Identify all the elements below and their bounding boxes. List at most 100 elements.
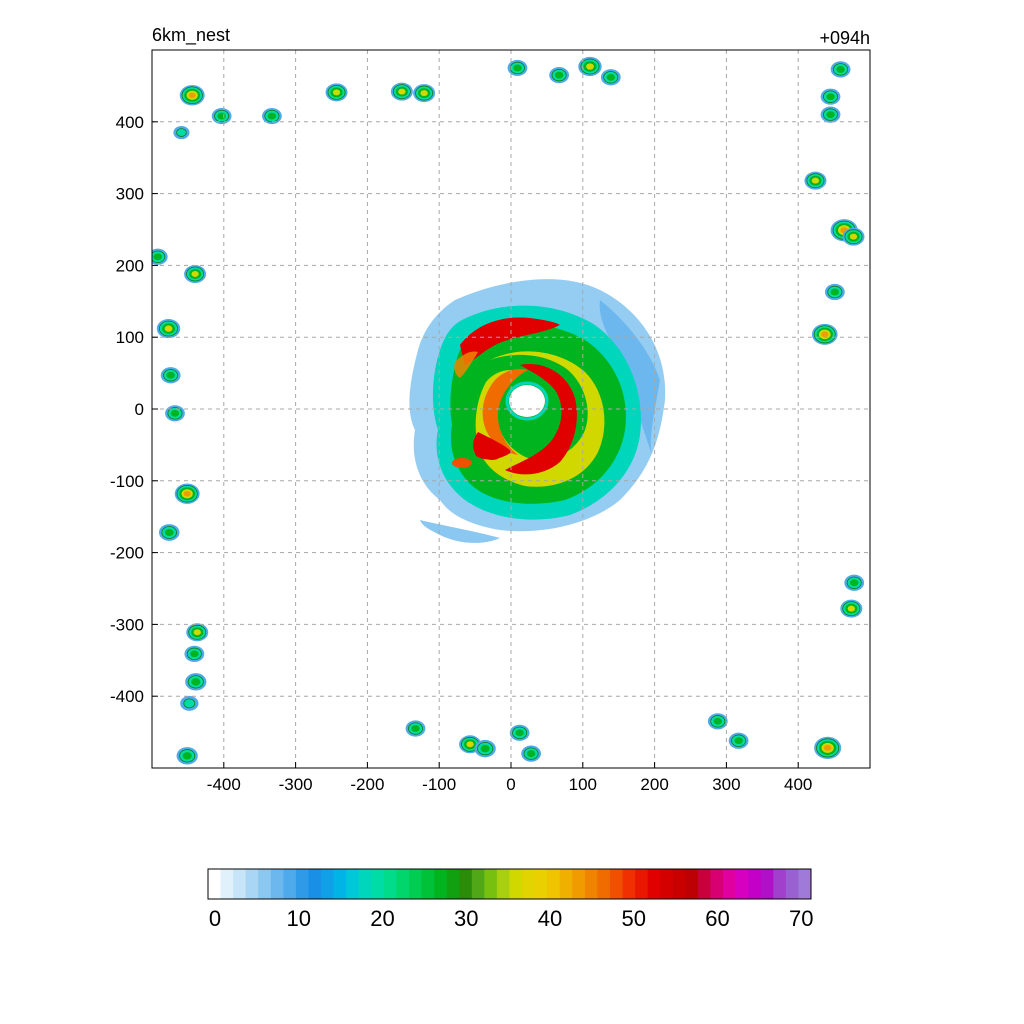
echo-cell-contour xyxy=(849,233,858,240)
echo-cell-contour xyxy=(826,93,835,101)
colorbar-swatch xyxy=(409,869,423,899)
storm-system xyxy=(409,279,666,543)
echo-cell-contour xyxy=(606,73,616,81)
colorbar-swatch xyxy=(785,869,799,899)
colorbar-swatch xyxy=(597,869,611,899)
echo-cell-contour xyxy=(849,579,859,587)
colorbar-swatch xyxy=(584,869,598,899)
colorbar-tick-label: 0 xyxy=(209,906,221,931)
echo-cell xyxy=(811,323,838,345)
colorbar-swatch xyxy=(258,869,272,899)
colorbar-swatch xyxy=(321,869,335,899)
colorbar-swatch xyxy=(760,869,774,899)
colorbar-swatch xyxy=(748,869,762,899)
echo-cell xyxy=(174,483,200,504)
echo-cell-contour xyxy=(332,89,341,96)
colorbar-swatch xyxy=(559,869,573,899)
echo-cell-contour xyxy=(183,698,196,709)
echo-cell xyxy=(158,524,180,541)
echo-cell-contour xyxy=(191,678,201,686)
echo-cell-contour xyxy=(554,71,564,79)
x-tick-label: 200 xyxy=(640,775,668,794)
echo-cell-contour xyxy=(821,331,829,338)
rainband-cell xyxy=(452,458,472,468)
colorbar-swatch xyxy=(610,869,624,899)
echo-cell-contour xyxy=(847,605,855,612)
echo-cell xyxy=(474,739,496,758)
colorbar-swatch xyxy=(471,869,485,899)
colorbar-swatch xyxy=(346,869,360,899)
rainband-north-red xyxy=(460,317,560,365)
echo-cell-contour xyxy=(823,744,832,751)
echo-cell-contour xyxy=(153,253,162,261)
echo-cell xyxy=(820,106,841,123)
colorbar-tick-label: 50 xyxy=(622,906,646,931)
echo-cell xyxy=(184,645,205,662)
colorbar-swatch xyxy=(496,869,510,899)
x-tick-label: 0 xyxy=(506,775,515,794)
colorbar-swatch xyxy=(798,869,812,899)
echo-cell xyxy=(173,125,190,140)
reflectivity-field xyxy=(152,56,865,765)
echo-cell xyxy=(578,56,602,77)
x-tick-label: 100 xyxy=(569,775,597,794)
colorbar-swatch xyxy=(672,869,686,899)
colorbar-swatch xyxy=(459,869,473,899)
echo-cell xyxy=(842,227,865,246)
echo-cell-contour xyxy=(480,744,490,753)
echo-cell-contour xyxy=(830,288,840,296)
echo-cell-contour xyxy=(267,112,277,120)
echo-cell xyxy=(824,283,845,301)
echo-cell xyxy=(160,367,181,384)
colorbar-swatch xyxy=(735,869,749,899)
colorbar-swatch xyxy=(509,869,523,899)
colorbar-swatch xyxy=(547,869,561,899)
echo-cell xyxy=(521,745,542,762)
y-axis: 400 300 200 100 0 -100 -200 -300 -400 xyxy=(110,113,158,706)
colorbar-swatch xyxy=(421,869,435,899)
echo-cell-contour xyxy=(188,92,196,99)
echo-cell-contour xyxy=(513,64,522,72)
echo-cell-contour xyxy=(217,112,226,120)
echo-cell xyxy=(814,736,842,759)
echo-cell-contour xyxy=(586,63,594,70)
colorbar-tick-label: 20 xyxy=(370,906,394,931)
colorbar-swatch xyxy=(208,869,222,899)
echo-cell xyxy=(820,88,841,105)
echo-cell xyxy=(185,673,207,691)
colorbar-tick-label: 40 xyxy=(538,906,562,931)
colorbar-swatch xyxy=(245,869,259,899)
echo-cell xyxy=(152,248,168,265)
echo-cell xyxy=(186,623,209,642)
echo-cell-contour xyxy=(193,629,201,636)
x-tick-label: 300 xyxy=(712,775,740,794)
colorbar-frame xyxy=(207,868,812,900)
rainband-southwest-red xyxy=(473,432,512,460)
echo-cell-contour xyxy=(183,490,191,497)
colorbar-swatch xyxy=(396,869,410,899)
echo-cell-contour xyxy=(164,325,173,332)
colorbar-swatch xyxy=(383,869,397,899)
y-tick-label: 0 xyxy=(135,400,144,419)
chart-title-right: +094h xyxy=(819,28,870,48)
echo-cell-contour xyxy=(176,128,187,137)
echo-cell-contour xyxy=(420,90,428,97)
colorbar-swatch xyxy=(697,869,711,899)
echo-cell-contour xyxy=(190,650,199,658)
echo-cell xyxy=(840,599,863,618)
echo-cell xyxy=(413,84,436,103)
storm-red-eyewall xyxy=(505,364,577,475)
echo-cell xyxy=(390,82,413,101)
scattered-cells xyxy=(152,56,865,765)
echo-cell xyxy=(600,69,621,86)
x-axis: -400 -300 -200 -100 0 100 200 300 400 xyxy=(207,762,812,794)
colorbar-tick-label: 60 xyxy=(705,906,729,931)
y-tick-label: 100 xyxy=(116,328,144,347)
colorbar-swatch xyxy=(333,869,347,899)
echo-cell xyxy=(507,59,528,77)
echo-cell-contour xyxy=(826,111,835,119)
echo-cell-contour xyxy=(526,750,536,758)
y-tick-label: -200 xyxy=(110,544,144,563)
colorbar-swatch xyxy=(270,869,284,899)
storm-eye-ring xyxy=(505,381,549,421)
